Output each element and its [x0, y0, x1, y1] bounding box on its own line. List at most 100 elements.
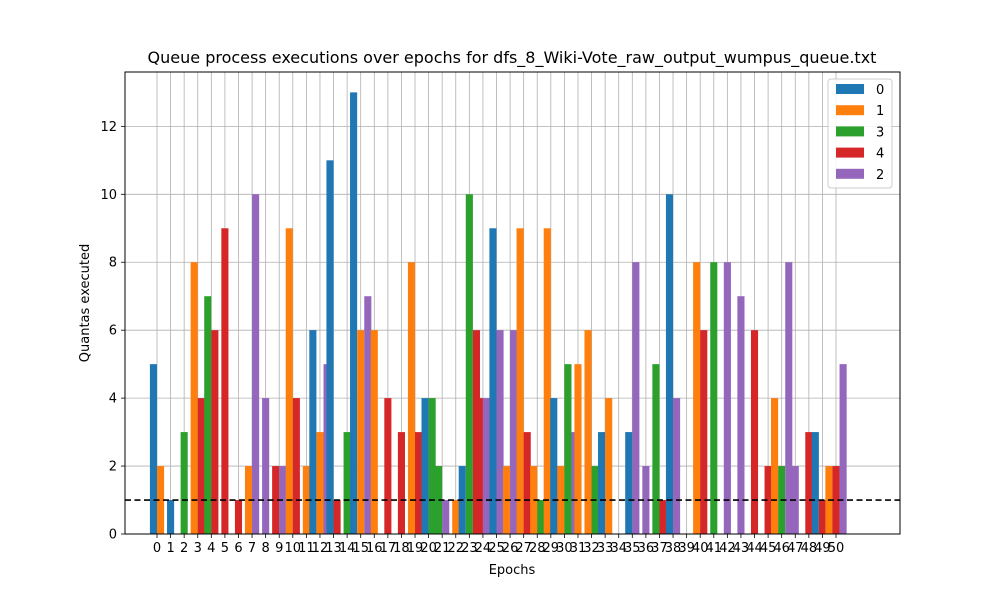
- bar-series-2-epoch-21: [442, 500, 450, 534]
- bar-series-0-epoch-1: [167, 500, 175, 534]
- y-axis-label: Quantas executed: [78, 244, 93, 362]
- bar-series-2-epoch-38: [673, 398, 681, 534]
- bar-series-0-epoch-30: [550, 398, 558, 534]
- bar-series-0-epoch-35: [625, 432, 633, 534]
- legend-label-3: 3: [876, 125, 884, 140]
- bar-series-4-epoch-4: [211, 330, 219, 534]
- x-tick-label: 44: [746, 541, 763, 556]
- legend-swatch-0: [836, 84, 864, 94]
- bar-series-0-epoch-25: [489, 228, 497, 534]
- bar-series-1-epoch-40: [693, 262, 701, 534]
- x-tick-label: 1: [166, 541, 174, 556]
- x-tick-label: 6: [234, 541, 242, 556]
- bar-series-2-epoch-35: [632, 262, 640, 534]
- bar-series-0-epoch-38: [665, 194, 674, 534]
- bar-series-4-epoch-17: [384, 398, 392, 534]
- x-tick-label: 38: [665, 541, 682, 556]
- legend-swatch-2: [836, 168, 864, 179]
- bar-series-2-epoch-15: [364, 296, 372, 534]
- bar-series-4-epoch-18: [397, 432, 405, 534]
- bar-series-4-epoch-5: [221, 228, 229, 534]
- bars: [149, 92, 847, 534]
- bar-series-1-epoch-29: [543, 228, 551, 534]
- x-tick-label: 29: [543, 541, 560, 556]
- bar-series-1-epoch-12: [316, 432, 324, 534]
- x-tick-label: 24: [475, 541, 492, 556]
- bar-series-1-epoch-30: [557, 466, 565, 534]
- bar-series-4-epoch-40: [700, 330, 708, 534]
- bar-series-3-epoch-2: [180, 432, 188, 534]
- bar-series-4-epoch-19: [415, 432, 423, 534]
- y-tick-label: 2: [109, 460, 117, 475]
- x-tick-label: 37: [651, 541, 668, 556]
- x-tick-label: 48: [801, 541, 818, 556]
- x-tick-label: 30: [556, 541, 573, 556]
- bar-series-4-epoch-3: [197, 398, 205, 534]
- bar-series-2-epoch-36: [642, 466, 650, 534]
- x-tick-label: 18: [393, 541, 410, 556]
- bar-series-1-epoch-15: [357, 330, 365, 534]
- x-tick-label: 17: [380, 541, 397, 556]
- x-axis-label: Epochs: [489, 563, 536, 578]
- bar-series-2-epoch-26: [510, 330, 518, 534]
- bar-series-4-epoch-48: [805, 432, 813, 534]
- x-tick-label: 49: [814, 541, 831, 556]
- legend: 0 1 3 4 2: [827, 78, 893, 189]
- x-tick-label: 47: [787, 541, 804, 556]
- x-tick-label: 39: [678, 541, 695, 556]
- y-tick-label: 0: [109, 528, 117, 543]
- x-tick-label: 22: [447, 541, 464, 556]
- bar-series-1-epoch-19: [407, 262, 416, 534]
- bar-series-4-epoch-6: [234, 500, 243, 534]
- bar-series-2-epoch-25: [496, 330, 504, 534]
- x-tick-label: 27: [515, 541, 532, 556]
- legend-label-1: 1: [876, 104, 884, 119]
- bar-series-3-epoch-14: [343, 432, 351, 534]
- bar-series-2-epoch-8: [262, 398, 270, 534]
- bar-series-4-epoch-27: [523, 432, 531, 534]
- bar-series-0-epoch-20: [421, 398, 429, 534]
- y-tick-label: 6: [109, 324, 117, 339]
- bar-series-4-epoch-13: [333, 500, 341, 534]
- x-tick-label: 11: [298, 541, 315, 556]
- x-tick-label: 35: [624, 541, 641, 556]
- x-tick-label: 33: [597, 541, 614, 556]
- bar-series-1-epoch-46: [771, 398, 779, 534]
- bar-series-3-epoch-37: [652, 364, 660, 534]
- x-tick-label: 21: [434, 541, 451, 556]
- bar-series-2-epoch-7: [252, 194, 260, 534]
- x-tick-label: 7: [248, 541, 256, 556]
- bar-series-3-epoch-20: [428, 398, 436, 534]
- x-tick-label: 26: [502, 541, 519, 556]
- x-tick-label: 2: [180, 541, 188, 556]
- bar-series-1-epoch-0: [157, 466, 165, 534]
- bar-series-1-epoch-10: [285, 228, 293, 534]
- x-tick-label: 5: [221, 541, 229, 556]
- bar-series-0-epoch-15: [350, 92, 358, 534]
- x-tick-label: 42: [719, 541, 736, 556]
- x-tick-label: 10: [285, 541, 302, 556]
- x-tick-label: 43: [733, 541, 750, 556]
- bar-series-1-epoch-16: [370, 330, 378, 534]
- y-tick-label: 4: [109, 392, 117, 407]
- bar-series-4-epoch-24: [475, 398, 483, 534]
- bar-series-4-epoch-9: [272, 466, 280, 534]
- bar-series-0-epoch-13: [326, 160, 334, 534]
- legend-swatch-3: [836, 126, 864, 137]
- y-tick-label: 12: [100, 120, 117, 135]
- bar-series-2-epoch-42: [723, 262, 731, 534]
- bar-series-4-epoch-50: [832, 466, 840, 534]
- bar-series-4-epoch-49: [818, 500, 826, 534]
- x-tick-label: 0: [153, 541, 161, 556]
- x-tick-label: 36: [638, 541, 655, 556]
- x-tick-label: 45: [760, 541, 777, 556]
- x-tick-label: 4: [207, 541, 215, 556]
- bar-series-4-epoch-44: [750, 330, 759, 534]
- x-tick-label: 28: [529, 541, 546, 556]
- chart-title: Queue process executions over epochs for…: [148, 48, 877, 68]
- x-axis: 0 1 2 3 4 5 6 7 8 9 101112131415161718192021222324…: [153, 534, 844, 556]
- x-tick-label: 15: [352, 541, 369, 556]
- bar-series-4-epoch-45: [764, 466, 772, 534]
- legend-swatch-4: [836, 147, 864, 158]
